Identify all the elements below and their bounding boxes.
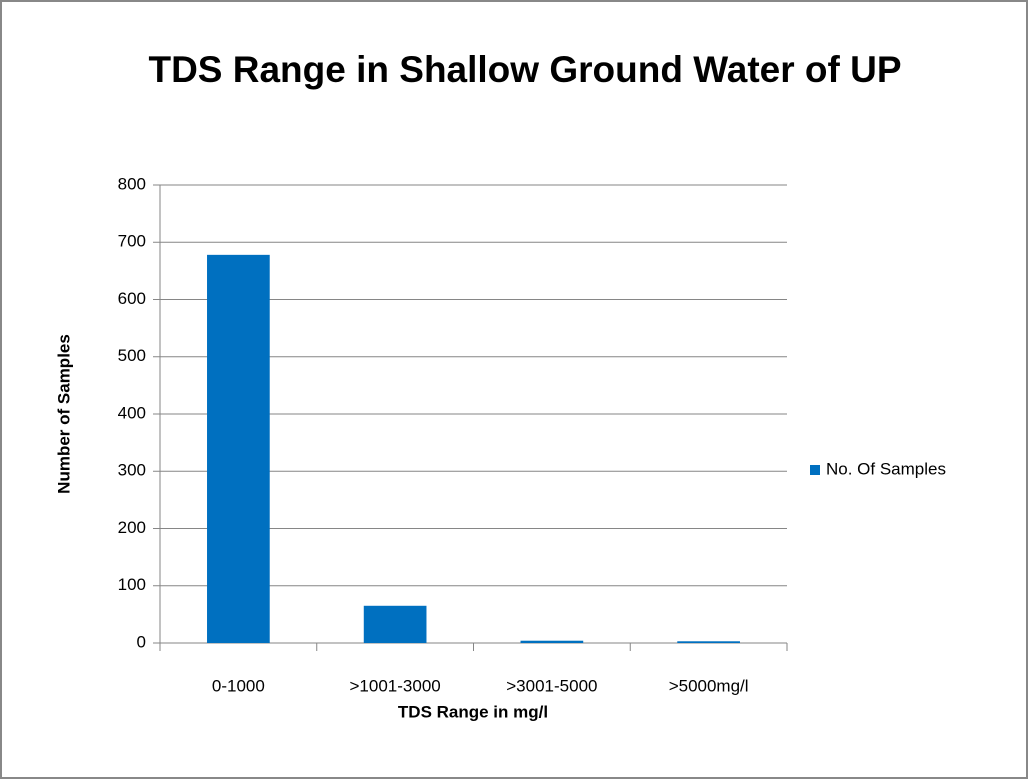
y-tick-label: 700: [118, 232, 146, 251]
y-tick-label: 800: [118, 174, 146, 193]
x-tick-label: 0-1000: [212, 676, 265, 695]
y-tick-label: 0: [137, 632, 146, 651]
x-axis-label: TDS Range in mg/l: [398, 702, 548, 721]
legend-label: No. Of Samples: [826, 459, 946, 478]
bar: [677, 641, 740, 643]
y-tick-label: 500: [118, 346, 146, 365]
y-tick-label: 600: [118, 289, 146, 308]
y-axis-label: Number of Samples: [54, 334, 73, 494]
y-tick-label: 300: [118, 461, 146, 480]
x-tick-label: >5000mg/l: [669, 676, 749, 695]
legend-swatch: [810, 465, 820, 475]
y-tick-label: 100: [118, 575, 146, 594]
y-tick-label: 200: [118, 518, 146, 537]
y-tick-label: 400: [118, 403, 146, 422]
x-tick-label: >3001-5000: [506, 676, 597, 695]
bar: [363, 605, 427, 643]
x-tick-label: >1001-3000: [350, 676, 441, 695]
bar: [520, 640, 584, 643]
chart-title: TDS Range in Shallow Ground Water of UP: [148, 49, 902, 90]
bar: [207, 254, 270, 643]
